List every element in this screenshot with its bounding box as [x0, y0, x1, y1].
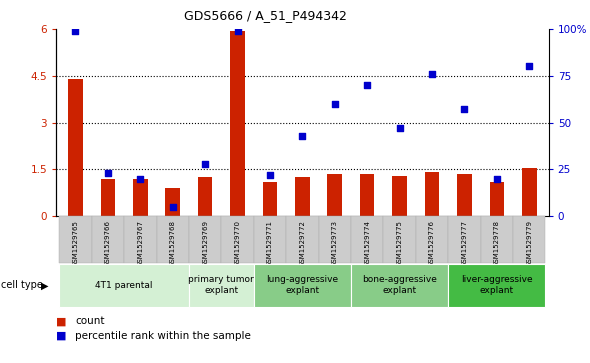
Text: liver-aggressive
explant: liver-aggressive explant: [461, 275, 533, 295]
Bar: [189, 264, 254, 307]
Bar: [327, 174, 342, 216]
Bar: [481, 216, 513, 263]
Point: [330, 101, 339, 107]
Text: GSM1529779: GSM1529779: [526, 220, 532, 267]
Text: GSM1529767: GSM1529767: [137, 220, 143, 267]
Point: [492, 176, 502, 182]
Bar: [59, 264, 189, 307]
Text: GSM1529771: GSM1529771: [267, 220, 273, 267]
Text: cell type: cell type: [1, 280, 43, 290]
Text: GDS5666 / A_51_P494342: GDS5666 / A_51_P494342: [184, 9, 347, 22]
Text: GSM1529765: GSM1529765: [73, 220, 78, 267]
Text: GSM1529774: GSM1529774: [364, 220, 370, 267]
Bar: [198, 177, 212, 216]
Point: [201, 161, 210, 167]
Bar: [360, 174, 375, 216]
Bar: [91, 216, 124, 263]
Text: ▶: ▶: [41, 280, 49, 290]
Text: GSM1529773: GSM1529773: [332, 220, 338, 267]
Point: [103, 170, 113, 176]
Text: GSM1529772: GSM1529772: [299, 220, 306, 267]
Bar: [416, 216, 448, 263]
Text: ■: ■: [56, 331, 67, 341]
Bar: [101, 179, 115, 216]
Bar: [384, 216, 416, 263]
Text: GSM1529776: GSM1529776: [429, 220, 435, 267]
Point: [233, 28, 242, 34]
Point: [427, 71, 437, 77]
Point: [395, 125, 404, 131]
Point: [266, 172, 275, 178]
Bar: [124, 216, 156, 263]
Point: [71, 28, 80, 34]
Bar: [230, 30, 245, 216]
Point: [525, 64, 534, 69]
Point: [362, 82, 372, 88]
Text: primary tumor
explant: primary tumor explant: [188, 275, 254, 295]
Bar: [425, 172, 440, 216]
Bar: [448, 264, 546, 307]
Text: GSM1529768: GSM1529768: [170, 220, 176, 267]
Text: count: count: [75, 316, 104, 326]
Point: [136, 176, 145, 182]
Bar: [392, 176, 407, 216]
Bar: [156, 216, 189, 263]
Bar: [221, 216, 254, 263]
Bar: [351, 216, 384, 263]
Bar: [448, 216, 481, 263]
Bar: [254, 264, 351, 307]
Text: bone-aggressive
explant: bone-aggressive explant: [362, 275, 437, 295]
Bar: [59, 216, 91, 263]
Bar: [263, 182, 277, 216]
Text: GSM1529769: GSM1529769: [202, 220, 208, 267]
Text: percentile rank within the sample: percentile rank within the sample: [75, 331, 251, 341]
Bar: [319, 216, 351, 263]
Point: [168, 204, 178, 209]
Bar: [133, 179, 148, 216]
Text: GSM1529775: GSM1529775: [396, 220, 402, 267]
Text: 4T1 parental: 4T1 parental: [96, 281, 153, 290]
Text: lung-aggressive
explant: lung-aggressive explant: [266, 275, 339, 295]
Text: ■: ■: [56, 316, 67, 326]
Bar: [490, 182, 504, 216]
Bar: [68, 79, 83, 216]
Bar: [522, 168, 536, 216]
Bar: [254, 216, 286, 263]
Text: GSM1529770: GSM1529770: [235, 220, 241, 267]
Text: GSM1529766: GSM1529766: [105, 220, 111, 267]
Bar: [189, 216, 221, 263]
Bar: [286, 216, 319, 263]
Text: GSM1529777: GSM1529777: [461, 220, 467, 267]
Point: [297, 133, 307, 139]
Bar: [351, 264, 448, 307]
Bar: [513, 216, 546, 263]
Bar: [165, 188, 180, 216]
Text: GSM1529778: GSM1529778: [494, 220, 500, 267]
Bar: [295, 177, 310, 216]
Bar: [457, 174, 472, 216]
Point: [460, 106, 469, 112]
